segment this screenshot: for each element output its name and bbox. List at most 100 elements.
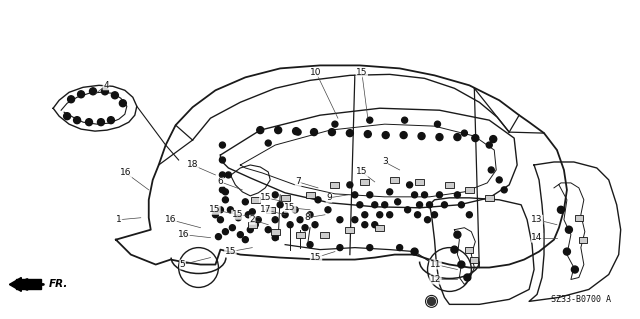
Text: 5: 5 <box>180 260 186 269</box>
Circle shape <box>367 245 372 251</box>
Text: 15: 15 <box>284 203 296 212</box>
Circle shape <box>352 217 358 223</box>
Circle shape <box>97 119 104 126</box>
Circle shape <box>387 212 393 218</box>
Circle shape <box>332 121 338 127</box>
Circle shape <box>86 119 93 126</box>
Circle shape <box>428 297 435 305</box>
Circle shape <box>412 192 417 198</box>
Circle shape <box>501 187 507 193</box>
Circle shape <box>307 212 313 218</box>
FancyBboxPatch shape <box>360 179 369 185</box>
Circle shape <box>257 127 264 134</box>
Circle shape <box>458 202 465 208</box>
FancyBboxPatch shape <box>296 232 305 238</box>
Circle shape <box>397 245 403 251</box>
Circle shape <box>464 274 471 281</box>
Circle shape <box>220 187 225 193</box>
Circle shape <box>287 222 293 228</box>
Circle shape <box>422 192 428 198</box>
Circle shape <box>236 215 241 221</box>
Circle shape <box>245 212 252 218</box>
Circle shape <box>563 248 570 255</box>
Text: 16: 16 <box>120 168 132 177</box>
Circle shape <box>282 212 288 218</box>
FancyBboxPatch shape <box>281 195 290 201</box>
Circle shape <box>451 246 458 253</box>
Text: 11: 11 <box>429 260 441 269</box>
Circle shape <box>431 212 438 218</box>
Circle shape <box>488 167 494 173</box>
Circle shape <box>406 182 413 188</box>
Circle shape <box>272 235 278 241</box>
Circle shape <box>347 182 353 188</box>
Circle shape <box>227 207 234 213</box>
Text: 17: 17 <box>259 205 271 214</box>
Circle shape <box>102 88 108 95</box>
FancyBboxPatch shape <box>346 227 355 233</box>
Circle shape <box>272 192 278 198</box>
Text: 15: 15 <box>259 193 271 202</box>
Circle shape <box>63 113 70 120</box>
Circle shape <box>565 226 572 233</box>
FancyBboxPatch shape <box>390 177 399 183</box>
Circle shape <box>108 117 115 124</box>
Circle shape <box>424 217 431 223</box>
Circle shape <box>411 248 418 255</box>
Circle shape <box>467 212 472 218</box>
Polygon shape <box>10 278 21 292</box>
Circle shape <box>216 234 221 240</box>
Circle shape <box>454 192 460 198</box>
Text: 16: 16 <box>178 230 189 239</box>
Text: 18: 18 <box>187 160 198 169</box>
FancyBboxPatch shape <box>445 182 454 188</box>
Circle shape <box>265 140 271 146</box>
Circle shape <box>364 130 371 137</box>
FancyBboxPatch shape <box>484 195 493 201</box>
Circle shape <box>225 172 232 178</box>
Text: 15: 15 <box>225 247 236 256</box>
FancyBboxPatch shape <box>579 237 587 243</box>
Circle shape <box>382 132 389 138</box>
Circle shape <box>218 217 223 223</box>
Circle shape <box>454 134 461 141</box>
Text: 10: 10 <box>310 68 322 77</box>
Text: 6: 6 <box>218 177 223 186</box>
Circle shape <box>415 212 420 218</box>
FancyBboxPatch shape <box>375 225 384 231</box>
Text: 12: 12 <box>430 275 441 284</box>
Text: 15: 15 <box>356 167 367 176</box>
Circle shape <box>435 121 440 127</box>
Circle shape <box>120 100 126 107</box>
Text: 15: 15 <box>232 210 243 219</box>
Circle shape <box>237 232 243 238</box>
Text: 1: 1 <box>116 215 122 224</box>
Circle shape <box>250 209 255 215</box>
Circle shape <box>352 192 358 198</box>
Circle shape <box>572 266 579 273</box>
Circle shape <box>387 189 393 195</box>
Circle shape <box>74 117 81 124</box>
Circle shape <box>265 227 271 233</box>
Circle shape <box>295 129 301 135</box>
FancyBboxPatch shape <box>470 256 478 263</box>
Circle shape <box>426 202 433 208</box>
Circle shape <box>229 225 236 231</box>
Circle shape <box>68 96 75 103</box>
Circle shape <box>402 117 408 123</box>
Circle shape <box>557 206 564 213</box>
Circle shape <box>357 202 363 208</box>
Circle shape <box>381 202 388 208</box>
FancyBboxPatch shape <box>465 247 474 253</box>
Circle shape <box>223 229 228 235</box>
Circle shape <box>404 207 411 213</box>
Circle shape <box>302 225 308 231</box>
Circle shape <box>395 199 401 205</box>
Circle shape <box>458 261 465 268</box>
Circle shape <box>292 128 300 135</box>
Circle shape <box>442 202 447 208</box>
FancyBboxPatch shape <box>305 192 314 198</box>
Text: 16: 16 <box>165 215 177 224</box>
FancyBboxPatch shape <box>251 197 260 203</box>
Circle shape <box>325 207 331 213</box>
